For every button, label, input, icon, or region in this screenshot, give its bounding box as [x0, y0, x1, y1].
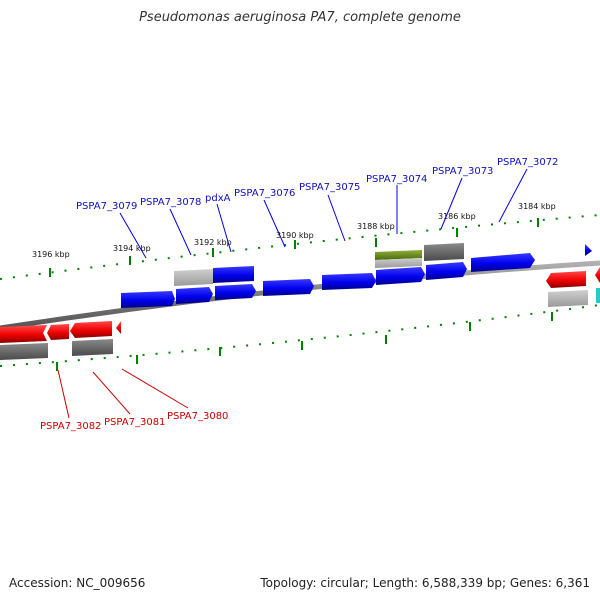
gene-arrow	[213, 266, 254, 283]
feature-block	[596, 288, 600, 303]
forward-strand-genes	[121, 244, 592, 308]
gene-arrow-edge	[585, 244, 592, 256]
gene-arrow	[121, 291, 175, 308]
feature-block	[548, 290, 588, 307]
gene-label: PSPA7_3074	[366, 174, 427, 185]
scale-label: 3188 kbp	[357, 222, 395, 231]
gene-label: PSPA7_3081	[104, 417, 165, 428]
forward-strand-features	[174, 243, 464, 286]
gene-arrow	[426, 262, 467, 280]
gene-arrow	[0, 325, 47, 343]
gene-label: PSPA7_3072	[497, 157, 558, 168]
gene-label: PSPA7_3073	[432, 166, 493, 177]
pseudogene-block	[375, 250, 422, 260]
gene-arrow	[376, 267, 425, 285]
scale-label: 3196 kbp	[32, 250, 70, 259]
gene-label: pdxA	[205, 193, 231, 204]
feature-block	[0, 343, 48, 360]
accession-text: Accession: NC_009656	[9, 576, 146, 590]
gene-arrow	[471, 253, 535, 272]
inner-major-ticks	[56, 312, 553, 371]
gene-arrow	[176, 287, 213, 304]
scale-label: 3186 kbp	[438, 212, 476, 221]
gene-arrow	[322, 273, 376, 290]
reverse-leader-lines	[57, 368, 189, 419]
gene-label: PSPA7_3080	[167, 411, 228, 422]
gene-label: PSPA7_3082	[40, 421, 101, 432]
scale-label: 3192 kbp	[194, 238, 232, 247]
gene-arrow	[47, 324, 69, 340]
feature-block	[375, 258, 422, 268]
outer-major-ticks	[49, 218, 539, 277]
gene-label: PSPA7_3076	[234, 188, 295, 199]
map-title: Pseudomonas aeruginosa PA7, complete gen…	[139, 10, 461, 25]
forward-leader-lines	[119, 168, 528, 259]
genome-backbone	[0, 260, 600, 331]
scale-label: 3190 kbp	[276, 231, 314, 240]
feature-block	[424, 243, 464, 261]
scale-label: 3184 kbp	[518, 202, 556, 211]
gene-label: PSPA7_3078	[140, 197, 201, 208]
gene-label: PSPA7_3079	[76, 201, 137, 212]
gene-label: PSPA7_3075	[299, 182, 360, 193]
gene-arrow	[546, 271, 586, 288]
gene-arrow-edge	[595, 267, 600, 283]
forward-gene-labels: PSPA7_3079 PSPA7_3078 pdxA PSPA7_3076 PS…	[76, 157, 558, 212]
reverse-strand-features	[0, 288, 600, 360]
reverse-gene-labels: PSPA7_3082 PSPA7_3081 PSPA7_3080	[40, 411, 228, 432]
scale-labels: 3196 kbp 3194 kbp 3192 kbp 3190 kbp 3188…	[32, 202, 556, 259]
feature-block	[174, 269, 213, 286]
gene-arrow	[116, 321, 121, 334]
gene-arrow	[263, 279, 314, 296]
gene-arrow	[70, 321, 112, 338]
reverse-strand-genes	[0, 267, 600, 343]
feature-block	[72, 339, 113, 356]
gene-arrow	[215, 284, 256, 300]
genome-summary-text: Topology: circular; Length: 6,588,339 bp…	[260, 576, 590, 590]
scale-label: 3194 kbp	[113, 244, 151, 253]
